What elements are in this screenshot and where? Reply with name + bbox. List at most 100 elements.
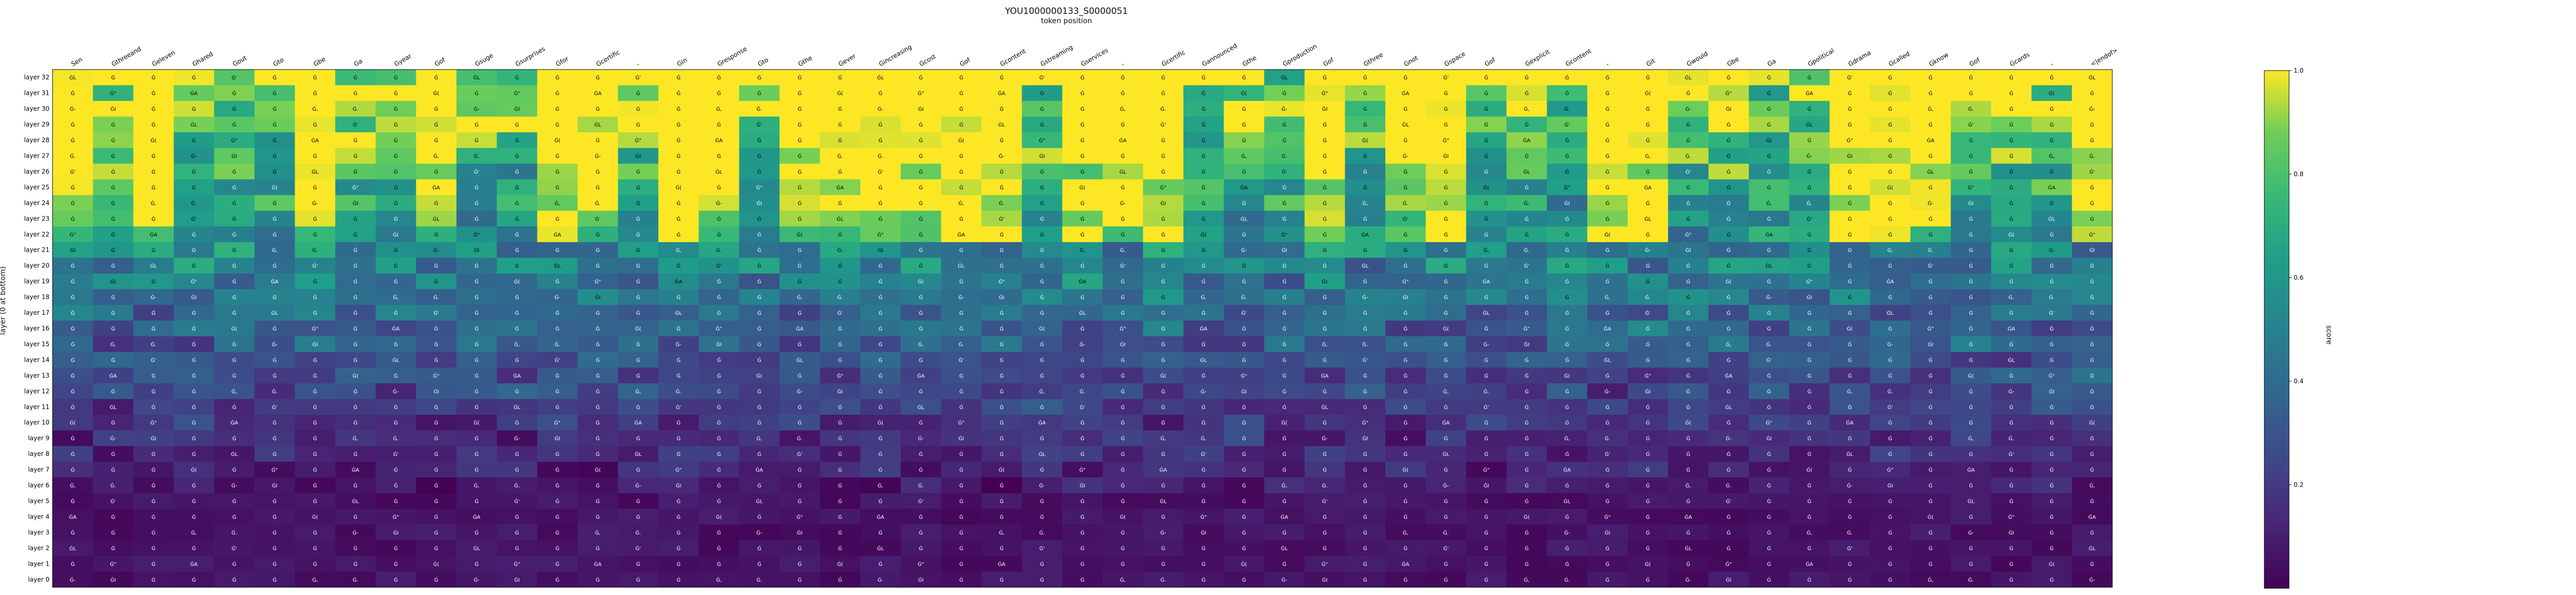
heatmap-cell [1829,148,1871,164]
cell-token-label: Ġ [232,310,236,316]
heatmap-cell [1143,100,1184,117]
heatmap-cell [416,211,457,227]
cell-token-label: ĠL [1241,215,1248,222]
cell-token-label: Ġ- [191,153,197,160]
cell-token-label: Ġ [1363,106,1367,112]
heatmap-cell [214,70,255,86]
cell-token-label: Ġ [1444,122,1448,128]
cell-token-label: Ġ [1767,106,1771,112]
cell-token-label: Ġ [1121,74,1125,81]
heatmap-cell [779,258,820,274]
cell-token-label: Ġ [1565,137,1569,144]
cell-token-label: Ġ. [70,153,76,160]
heatmap-cell [981,336,1022,352]
cell-token-label: Ġ [919,122,923,128]
cell-token-label: Ġ [1969,215,1973,222]
heatmap-cell [2072,352,2113,368]
heatmap-cell [1951,116,1992,133]
x-tick-label: - [1605,60,1611,67]
cell-token-label: Ġ- [877,106,884,112]
cell-token-label: Ġ [273,326,277,332]
cell-token-label: Ġ, [433,153,439,160]
heatmap-cell [1183,70,1224,86]
cell-token-label: Ġ [999,404,1004,411]
heatmap-cell [1708,289,1749,305]
x-tick-label: Gof [1483,56,1497,68]
heatmap-cell [335,258,376,274]
heatmap-cell [658,273,699,290]
cell-token-label: ĠI [1807,294,1812,301]
heatmap-cell [699,211,740,227]
heatmap-cell [1426,226,1467,243]
cell-token-label: Ġ [1363,247,1367,253]
heatmap-cell [133,399,174,415]
heatmap-cell [53,100,93,117]
cell-token-label: Ġ [1242,231,1246,238]
cell-token-label: Ġ, [756,435,762,442]
cell-token-label: Ġ" [1321,90,1328,97]
heatmap-cell [981,399,1022,415]
heatmap-cell [1103,226,1144,243]
heatmap-cell [618,226,659,243]
cell-token-label: Ġ [1565,215,1569,222]
cell-token-label: Ġ [1484,215,1488,222]
cell-token-label: Ġ [1848,215,1852,222]
heatmap-cell [497,415,538,431]
cell-token-label: Ġ [2050,529,2054,536]
cell-token-label: Ġ [1080,529,1084,536]
cell-token-label: Ġ [2050,231,2054,238]
cell-token-label: Ġ [676,294,681,301]
cell-token-label: Ġ- [70,106,76,112]
cell-token-label: Ġ [111,247,115,253]
heatmap-cell [820,132,861,148]
cell-token-label: Ġ [111,231,115,238]
heatmap-cell [1345,367,1386,384]
cell-token-label: Ġ [798,247,802,253]
cell-token-label: Ġ [717,372,721,379]
heatmap-cell [1426,399,1467,415]
cell-token-label: Ġ( [2049,560,2055,567]
cell-token-label: Ġ [2090,184,2094,191]
cell-token-label: Ġ [1928,310,1933,316]
cell-token-label: Ġ [636,404,640,411]
y-tick-label: layer 12 [24,387,49,395]
cell-token-label: Ġ [1282,294,1286,301]
cell-token-label: Ġ" [837,372,843,379]
heatmap-cell [335,446,376,462]
cell-token-label: ĠA [109,372,117,379]
x-tick-label: Gservices [1080,46,1110,67]
cell-token-label: Ġ [111,294,115,301]
heatmap-cell [618,462,659,478]
cell-token-label: Ġ [1363,326,1367,332]
heatmap-cell [1264,383,1305,400]
cell-token-label: Ġ [1080,419,1084,426]
cell-token-label: Ġ [1888,560,1892,567]
cell-token-label: Ġ [434,341,438,348]
heatmap-cell [860,195,901,211]
heatmap-cell [1951,211,1992,227]
heatmap-cell [860,415,901,431]
heatmap-cell [376,70,417,86]
heatmap-cell [93,211,134,227]
cell-token-label: Ġ [1686,529,1690,536]
cell-token-label: Ġ [1646,356,1650,363]
cell-token-label: Ġ [676,153,681,160]
cell-token-label: Ġ [878,122,883,128]
heatmap-cell [1829,258,1871,274]
cell-token-label: Ġ [999,247,1004,253]
cell-token-label: ĠL [877,545,884,552]
heatmap-cell [1304,258,1346,274]
cell-token-label: Ġ( [110,278,116,285]
cell-token-label: Ġ [1161,74,1165,81]
heatmap-cell [1870,258,1911,274]
cell-token-label: Ġ [2050,514,2054,520]
heatmap-cell [618,100,659,117]
heatmap-cell [174,415,215,431]
cell-token-label: Ġ [1161,514,1165,520]
cell-token-label: Ġ [1242,514,1246,520]
cell-token-label: Ġ( [1079,184,1086,191]
cell-token-label: Ġ [192,137,196,144]
cell-token-label: Ġ [232,278,236,285]
cell-token-label: ĠL [433,215,440,222]
cell-token-label: ĠA [1119,137,1127,144]
